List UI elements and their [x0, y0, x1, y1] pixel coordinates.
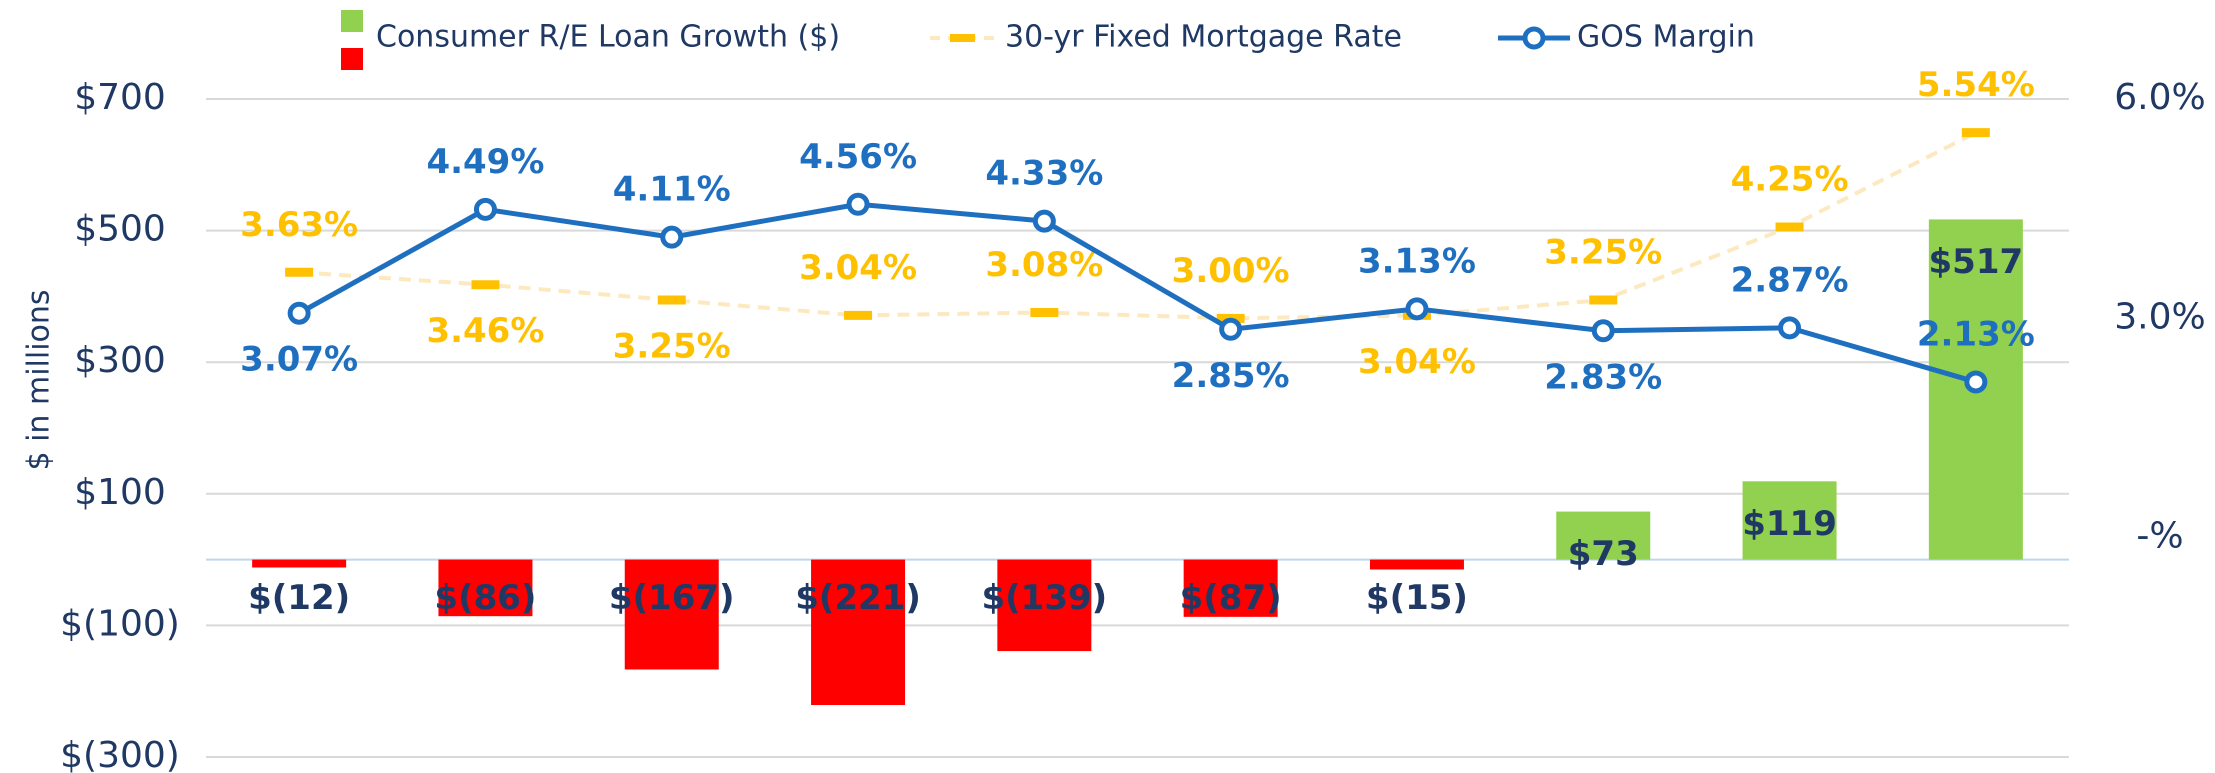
bar	[438, 559, 533, 617]
legend-label: GOS Margin	[1577, 20, 1755, 55]
y2-tick-label: 3.0%	[2114, 296, 2205, 337]
bar	[1742, 481, 1837, 560]
marker	[846, 192, 870, 216]
bar-label: $517	[1929, 242, 2024, 282]
marker	[1032, 209, 1056, 233]
line-label: 4.56%	[799, 137, 917, 177]
bar	[1556, 511, 1651, 560]
line-label: 3.08%	[985, 245, 1103, 285]
bar	[624, 559, 719, 670]
line-label: 2.87%	[1731, 260, 1849, 300]
marker	[1964, 370, 1988, 394]
bar-label: $119	[1742, 504, 1837, 544]
legend-swatch	[341, 10, 363, 32]
bar	[1183, 559, 1278, 617]
marker	[1591, 319, 1615, 343]
bar	[252, 559, 347, 568]
line-label: 3.04%	[1358, 342, 1476, 382]
bar-label: $(86)	[434, 578, 536, 618]
bar-label: $(87)	[1180, 578, 1282, 618]
line-label: 4.49%	[426, 142, 544, 182]
line-label: 2.13%	[1917, 314, 2035, 354]
line-label: 3.25%	[613, 327, 731, 367]
line-label: 5.54%	[1917, 65, 2035, 105]
marker	[287, 301, 311, 325]
y-tick-label: $500	[74, 209, 166, 250]
marker	[660, 225, 684, 249]
bar-label: $(167)	[609, 578, 735, 618]
y-tick-label: $(300)	[60, 735, 180, 773]
y2-tick-label: -%	[2136, 516, 2183, 557]
line-label: 3.07%	[240, 340, 358, 380]
marker	[1405, 297, 1429, 321]
legend-swatch	[341, 48, 363, 70]
line-label: 3.63%	[240, 205, 358, 245]
legend-marker	[1522, 26, 1546, 50]
legend-label: 30-yr Fixed Mortgage Rate	[1005, 20, 1402, 55]
bar	[1369, 559, 1464, 570]
line	[299, 130, 1977, 321]
line-label: 2.83%	[1544, 357, 1662, 397]
line-label: 4.25%	[1731, 159, 1849, 199]
y-tick-label: $700	[74, 77, 166, 118]
marker	[1778, 316, 1802, 340]
line-label: 3.46%	[426, 311, 544, 351]
line-label: 4.11%	[613, 170, 731, 210]
y-tick-label: $(100)	[60, 603, 180, 644]
line-label: 3.04%	[799, 248, 917, 288]
line-label: 3.13%	[1358, 241, 1476, 281]
bar-label: $(12)	[248, 578, 350, 618]
line	[297, 201, 1977, 385]
y2-tick-label: 6.0%	[2114, 77, 2205, 118]
y-tick-label: $100	[74, 472, 166, 513]
marker	[1219, 317, 1243, 341]
bar-label: $(139)	[981, 578, 1107, 618]
line-label: 4.33%	[985, 154, 1103, 194]
bar	[997, 559, 1092, 652]
bar-label: $(221)	[795, 578, 921, 618]
marker	[473, 197, 497, 221]
line-label: 3.00%	[1172, 251, 1290, 291]
bar-label: $73	[1568, 534, 1639, 574]
line-label: 2.85%	[1172, 356, 1290, 396]
bar-label: $(15)	[1366, 578, 1468, 618]
legend-label: Consumer R/E Loan Growth ($)	[376, 20, 840, 55]
line-label: 3.25%	[1544, 233, 1662, 273]
y-tick-label: $300	[74, 340, 166, 381]
bar	[811, 559, 906, 706]
y-axis-label: $ in millions	[22, 289, 57, 470]
